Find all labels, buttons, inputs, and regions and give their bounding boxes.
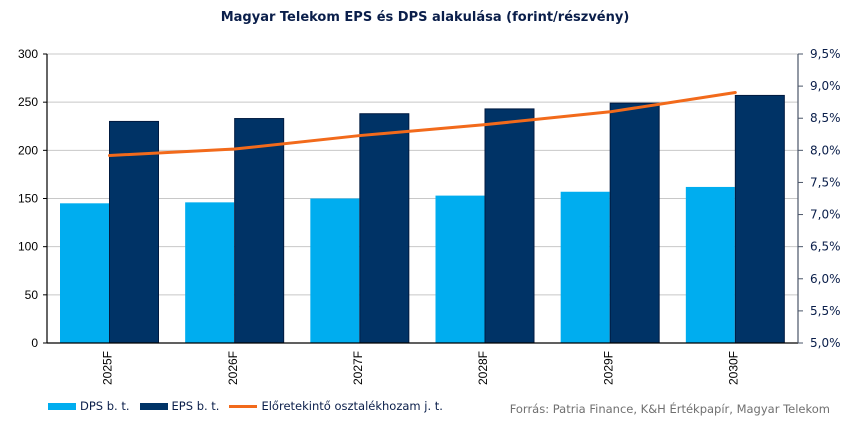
bar-eps xyxy=(234,118,285,344)
right-tick-label: 9,0% xyxy=(810,79,841,93)
x-tick-label: 2029F xyxy=(601,351,615,385)
source-note: Forrás: Patria Finance, K&H Értékpapír, … xyxy=(509,402,830,416)
bar-dps xyxy=(310,198,360,343)
right-tick-label: 8,0% xyxy=(810,143,841,157)
legend-swatch-dps xyxy=(48,402,76,410)
bar-dps xyxy=(435,195,485,343)
right-tick-label: 6,0% xyxy=(810,272,841,286)
right-tick-label: 5,5% xyxy=(810,304,841,318)
bar-eps xyxy=(734,94,785,344)
right-tick-label: 8,5% xyxy=(810,111,841,125)
x-tick-label: 2030F xyxy=(726,351,740,385)
bar-dps xyxy=(185,202,235,343)
x-tick-label: 2025F xyxy=(101,351,115,385)
legend-item-dps: DPS b. t. xyxy=(48,399,130,413)
chart-title: Magyar Telekom EPS és DPS alakulása (for… xyxy=(220,10,630,25)
right-tick-label: 5,0% xyxy=(810,336,841,350)
bar-dps xyxy=(60,203,109,343)
left-tick-label: 100 xyxy=(18,240,38,254)
legend-swatch-eps xyxy=(139,402,168,410)
x-tick-label: 2028F xyxy=(476,351,490,385)
legend-label-eps: EPS b. t. xyxy=(171,399,220,413)
legend-item-yield: Előretekintő osztalékhozam j. t. xyxy=(229,399,443,413)
x-tick-label: 2026F xyxy=(226,351,240,385)
left-tick-label: 200 xyxy=(18,143,38,157)
yield-line-group xyxy=(108,91,737,157)
left-tick-label: 50 xyxy=(25,288,39,302)
legend: DPS b. t. EPS b. t. Előretekintő osztalé… xyxy=(48,399,453,413)
legend-label-yield: Előretekintő osztalékhozam j. t. xyxy=(261,399,443,413)
axes xyxy=(43,53,803,344)
bar-eps xyxy=(484,108,535,344)
yield-line xyxy=(108,91,737,157)
bar-eps xyxy=(609,102,660,344)
tick-labels: 0 50 100 150 200 250 300 2025F 2026F 2027F 2028F 20… xyxy=(18,47,841,385)
bar-dps xyxy=(560,191,610,343)
left-tick-label: 300 xyxy=(18,47,38,61)
bar-eps xyxy=(109,120,159,344)
legend-item-eps: EPS b. t. xyxy=(139,399,220,413)
right-tick-label: 7,0% xyxy=(810,208,841,222)
x-tick-label: 2027F xyxy=(351,351,365,385)
left-tick-label: 250 xyxy=(18,95,38,109)
right-tick-label: 6,5% xyxy=(810,240,841,254)
left-tick-label: 0 xyxy=(31,336,38,350)
right-tick-label: 7,5% xyxy=(810,175,841,189)
left-tick-label: 150 xyxy=(18,192,38,206)
legend-label-dps: DPS b. t. xyxy=(80,399,130,413)
bar-eps xyxy=(359,113,410,344)
gridlines xyxy=(47,53,798,296)
right-tick-label: 9,5% xyxy=(810,47,841,61)
bar-dps xyxy=(685,186,735,343)
bars xyxy=(60,94,785,344)
legend-swatch-yield xyxy=(229,404,258,408)
